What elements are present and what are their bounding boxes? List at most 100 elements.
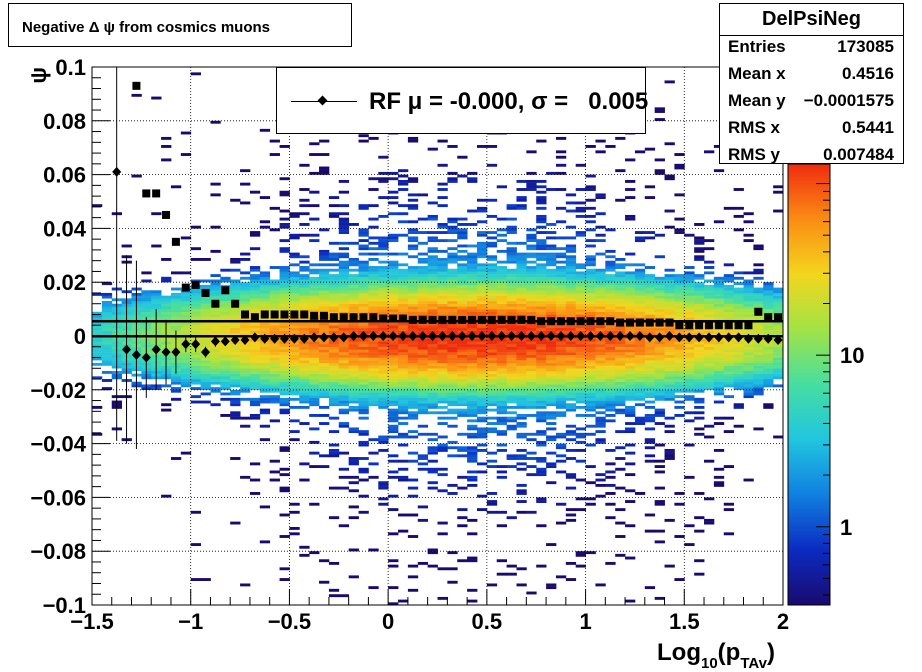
sigma-point [171,237,180,246]
sigma-point [714,321,723,330]
x-tick-label: 0.5 [472,609,503,634]
sigma-point [665,318,674,327]
sigma-point [201,288,210,297]
mean-point [526,331,536,341]
sigma-point [616,318,625,327]
x-axis-label-sub1: 10 [701,655,718,672]
mean-point [635,331,645,341]
sigma-point [704,321,713,330]
mean-point [437,331,447,341]
mean-point [289,333,299,344]
stats-row-mean-x: Mean x 0.4516 [728,64,894,88]
mean-point [734,332,744,343]
mean-point [655,332,665,343]
mean-point [615,331,625,341]
stats-value: 0.4516 [842,64,894,83]
sigma-point [319,311,328,320]
mean-point [605,331,615,341]
sigma-point [606,317,615,326]
sigma-point [260,310,269,319]
mean-point [743,333,753,344]
mean-point [724,332,734,343]
mean-point [457,331,467,341]
mean-point [220,336,230,347]
y-tick-label: −0.02 [30,378,86,403]
mean-point [645,332,655,343]
mean-point [516,331,526,341]
x-axis-label-open: (p [718,639,741,666]
x-tick-label: 2 [777,609,789,634]
sigma-point [329,313,338,322]
sigma-point [754,307,763,316]
mean-point [408,331,418,341]
mean-point [694,332,704,343]
mean-point [507,331,517,341]
sigma-point [744,321,753,330]
stats-key: Mean y [728,91,786,110]
mean-point [428,331,438,341]
y-tick-label: 0.06 [43,163,86,188]
stats-box: DelPsiNeg Entries 173085 Mean x 0.4516 M… [719,3,904,164]
sigma-point [221,286,230,295]
stats-row-mean-y: Mean y −0.0001575 [728,91,894,115]
z-tick-label: 10 [840,343,864,368]
sigma-point [280,310,289,319]
axis-ticks [91,66,784,606]
stats-row-rms-x: RMS x 0.5441 [728,118,894,142]
x-tick-label: −0.5 [268,609,311,634]
mean-point [358,331,368,341]
x-axis-label-close: ) [767,639,775,666]
stats-key: Mean x [728,64,786,83]
y-tick-label: −0.06 [30,485,86,510]
mean-point [684,332,694,343]
x-tick-label: 1 [579,609,591,634]
sigma-point [231,299,240,308]
sigma-point [625,318,634,327]
mean-point [191,339,201,350]
sigma-point [418,315,427,324]
sigma-point [645,318,654,327]
sigma-point [211,299,220,308]
sigma-point [576,317,585,326]
z-tick-label: 1 [840,515,852,540]
sigma-point [241,310,250,319]
mean-point [141,352,151,363]
sigma-point [764,313,773,322]
y-tick-label: 0.02 [43,270,86,295]
mean-point [556,331,566,341]
y-tick-label: 0.04 [43,216,87,241]
mean-point [299,333,309,344]
sigma-point [181,283,190,292]
mean-point [201,347,211,358]
sigma-point [389,314,398,323]
sigma-point [556,317,565,326]
mean-point [181,339,191,350]
heatmap [92,69,784,606]
y-axis-label: ψ [26,67,51,84]
mean-point [122,344,132,355]
sigma-point [586,317,595,326]
mean-point [260,333,270,344]
color-scale-bar [787,163,831,606]
sigma-point [547,317,556,326]
mean-point [250,332,260,343]
legend-label: RF μ = -0.000, σ = 0.005 [369,88,649,115]
mean-point [279,333,289,344]
sigma-point [270,310,279,319]
sigma-point [152,189,161,198]
mean-point [773,335,783,346]
mean-point [497,331,507,341]
mean-point [319,332,329,343]
mean-point [398,331,408,341]
stats-separator [720,35,903,36]
sigma-point [310,311,319,320]
mean-point [487,331,497,341]
sigma-point [477,315,486,324]
mean-point [309,332,319,343]
sigma-point [724,321,733,330]
sigma-point [339,313,348,322]
x-tick-label: 1.5 [669,609,700,634]
mean-point [210,336,220,347]
y-tick-label: −0.1 [43,593,86,618]
